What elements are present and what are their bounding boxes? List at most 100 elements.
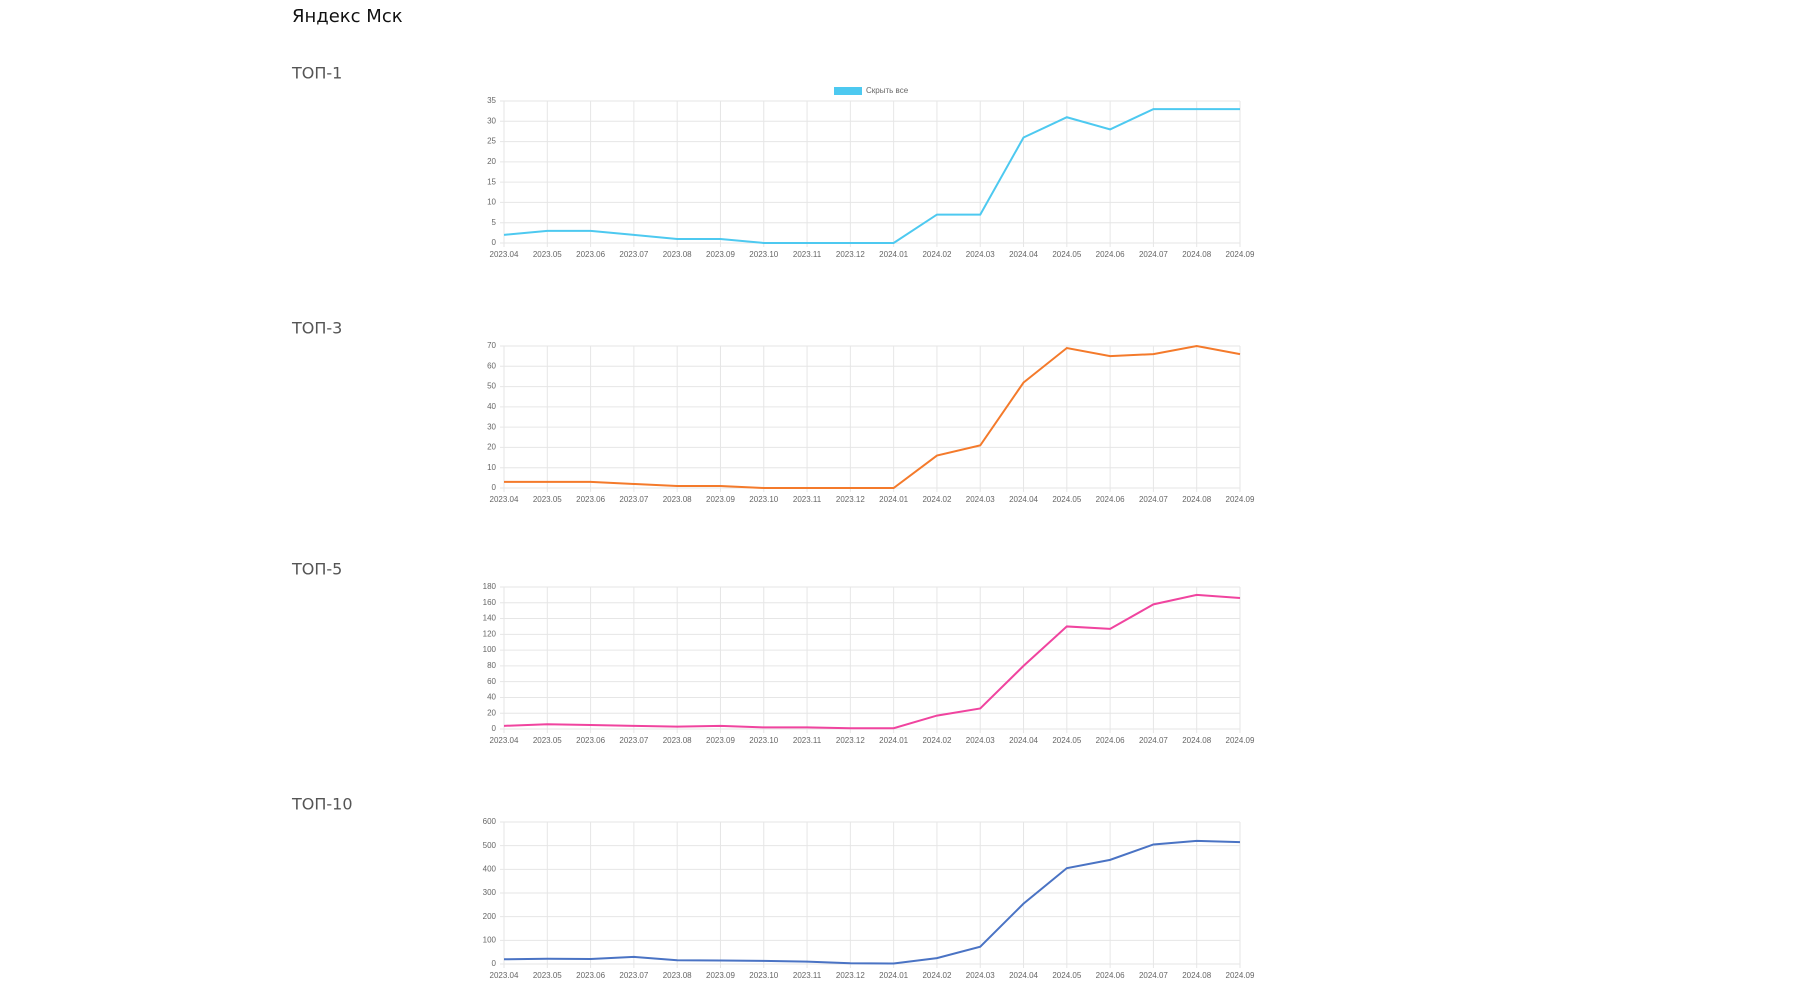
y-tick-label: 200	[483, 912, 497, 921]
y-tick-label: 500	[483, 841, 497, 850]
y-tick-label: 0	[492, 238, 497, 247]
x-tick-label: 2023.06	[576, 495, 605, 504]
x-tick-label: 2024.03	[966, 971, 995, 980]
x-tick-label: 2023.07	[619, 971, 648, 980]
data-line	[503, 593, 1241, 730]
legend-toggle[interactable]: Скрыть все	[866, 86, 909, 95]
x-tick-label: 2024.05	[1052, 495, 1081, 504]
y-tick-label: 5	[492, 218, 497, 227]
x-tick-label: 2023.05	[533, 250, 562, 259]
x-tick-label: 2024.03	[966, 736, 995, 745]
y-tick-label: 160	[483, 598, 497, 607]
y-tick-label: 50	[487, 382, 496, 391]
x-tick-label: 2023.11	[793, 250, 822, 259]
x-tick-label: 2024.08	[1182, 495, 1211, 504]
y-tick-label: 20	[487, 708, 496, 717]
x-tick-label: 2023.04	[490, 971, 519, 980]
y-tick-label: 30	[487, 422, 496, 431]
chart-title: ТОП-10	[291, 795, 353, 814]
x-tick-label: 2024.03	[966, 495, 995, 504]
page-title: Яндекс Мск	[292, 6, 403, 27]
x-tick-label: 2024.01	[879, 250, 908, 259]
x-tick-label: 2024.01	[879, 495, 908, 504]
x-tick-label: 2024.06	[1096, 495, 1125, 504]
y-tick-label: 0	[492, 724, 497, 733]
x-tick-label: 2024.01	[879, 736, 908, 745]
x-tick-label: 2023.10	[749, 971, 778, 980]
x-tick-label: 2024.08	[1182, 250, 1211, 259]
y-tick-label: 600	[483, 817, 497, 826]
x-tick-label: 2023.08	[663, 495, 692, 504]
x-tick-label: 2023.12	[836, 736, 865, 745]
x-tick-label: 2023.06	[576, 736, 605, 745]
x-tick-label: 2024.08	[1182, 736, 1211, 745]
x-tick-label: 2024.05	[1052, 736, 1081, 745]
x-tick-label: 2023.10	[749, 495, 778, 504]
y-tick-label: 400	[483, 864, 497, 873]
x-tick-label: 2024.04	[1009, 250, 1038, 259]
y-tick-label: 80	[487, 661, 496, 670]
y-tick-label: 35	[487, 96, 496, 105]
y-tick-label: 0	[492, 959, 497, 968]
x-tick-label: 2023.06	[576, 250, 605, 259]
x-tick-label: 2024.09	[1226, 495, 1255, 504]
x-tick-label: 2024.04	[1009, 495, 1038, 504]
y-tick-label: 60	[487, 677, 496, 686]
x-tick-label: 2023.08	[663, 250, 692, 259]
x-tick-label: 2024.03	[966, 250, 995, 259]
x-tick-label: 2024.07	[1139, 495, 1168, 504]
x-tick-label: 2023.05	[533, 495, 562, 504]
x-tick-label: 2024.07	[1139, 971, 1168, 980]
x-tick-label: 2024.05	[1052, 971, 1081, 980]
y-tick-label: 25	[487, 137, 496, 146]
x-tick-label: 2024.09	[1226, 736, 1255, 745]
y-tick-label: 140	[483, 614, 497, 623]
x-tick-label: 2023.09	[706, 736, 735, 745]
x-tick-label: 2024.04	[1009, 736, 1038, 745]
y-tick-label: 10	[487, 463, 496, 472]
x-tick-label: 2023.07	[619, 495, 648, 504]
data-line	[503, 839, 1241, 965]
x-tick-label: 2023.11	[793, 971, 822, 980]
x-tick-label: 2024.09	[1226, 971, 1255, 980]
x-tick-label: 2023.11	[793, 736, 822, 745]
x-tick-label: 2023.04	[490, 495, 519, 504]
x-tick-label: 2024.01	[879, 971, 908, 980]
x-tick-label: 2024.09	[1226, 250, 1255, 259]
y-tick-label: 100	[483, 645, 497, 654]
x-tick-label: 2023.12	[836, 495, 865, 504]
y-tick-label: 30	[487, 116, 496, 125]
x-tick-label: 2023.05	[533, 736, 562, 745]
x-tick-label: 2023.08	[663, 736, 692, 745]
data-line	[504, 344, 1241, 489]
x-tick-label: 2023.09	[706, 495, 735, 504]
x-tick-label: 2024.02	[922, 736, 951, 745]
y-tick-label: 0	[492, 483, 497, 492]
x-tick-label: 2023.04	[490, 736, 519, 745]
x-tick-label: 2023.06	[576, 971, 605, 980]
x-tick-label: 2024.07	[1139, 250, 1168, 259]
y-tick-label: 180	[483, 582, 497, 591]
x-tick-label: 2024.06	[1096, 971, 1125, 980]
x-tick-label: 2023.10	[749, 250, 778, 259]
x-tick-label: 2024.02	[922, 250, 951, 259]
y-tick-label: 300	[483, 888, 497, 897]
x-tick-label: 2024.05	[1052, 250, 1081, 259]
x-tick-label: 2023.10	[749, 736, 778, 745]
y-tick-label: 40	[487, 402, 496, 411]
y-tick-label: 20	[487, 443, 496, 452]
y-tick-label: 70	[487, 341, 496, 350]
x-tick-label: 2024.07	[1139, 736, 1168, 745]
y-tick-label: 100	[483, 935, 497, 944]
x-tick-label: 2024.06	[1096, 250, 1125, 259]
x-tick-label: 2023.12	[836, 250, 865, 259]
x-tick-label: 2023.08	[663, 971, 692, 980]
x-tick-label: 2023.05	[533, 971, 562, 980]
y-tick-label: 20	[487, 157, 496, 166]
x-tick-label: 2024.06	[1096, 736, 1125, 745]
legend-swatch[interactable]	[834, 87, 862, 95]
chart-title: ТОП-3	[291, 319, 342, 338]
x-tick-label: 2023.04	[490, 250, 519, 259]
y-tick-label: 10	[487, 198, 496, 207]
